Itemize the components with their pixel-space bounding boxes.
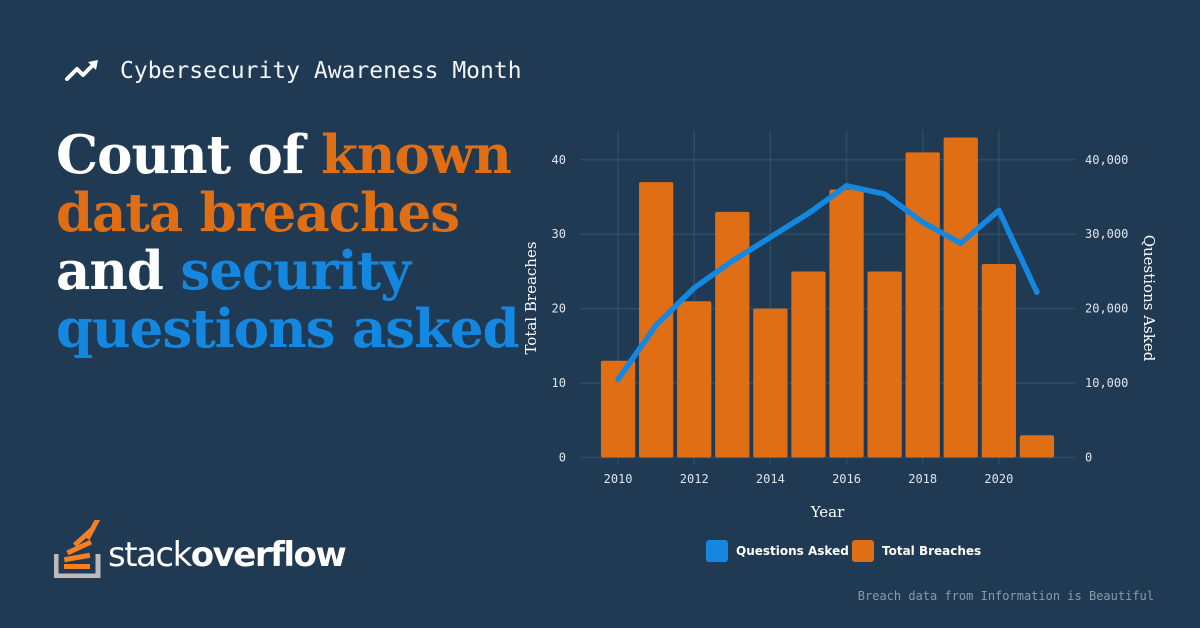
x-tick-label: 2012 bbox=[680, 472, 709, 486]
eyebrow: Cybersecurity Awareness Month bbox=[64, 58, 522, 84]
stack-overflow-logo-icon bbox=[54, 520, 102, 578]
y-right-axis-title: Questions Asked bbox=[1140, 235, 1158, 362]
y-right-tick-label: 10,000 bbox=[1085, 376, 1128, 390]
bar-total-breaches bbox=[715, 211, 750, 458]
bar-total-breaches bbox=[829, 189, 864, 458]
bar-total-breaches bbox=[600, 360, 636, 458]
bar-total-breaches bbox=[867, 271, 902, 458]
legend-label: Questions Asked bbox=[736, 544, 849, 558]
logo-suffix: overflow bbox=[190, 535, 347, 575]
trending-up-icon bbox=[65, 60, 98, 81]
legend-label: Total Breaches bbox=[882, 544, 981, 558]
y-left-axis-title: Total Breaches bbox=[522, 241, 540, 354]
x-tick-label: 2014 bbox=[756, 472, 785, 486]
x-tick-label: 2016 bbox=[832, 472, 861, 486]
line-questions-asked bbox=[615, 183, 1040, 383]
headline: Count of known data breaches and securit… bbox=[56, 126, 526, 358]
headline-part-1: Count of bbox=[56, 124, 322, 186]
eyebrow-text: Cybersecurity Awareness Month bbox=[120, 58, 522, 84]
legend-swatch bbox=[852, 540, 874, 562]
logo-wordmark: stackoverflow bbox=[108, 535, 347, 578]
y-right-tick-label: 0 bbox=[1085, 451, 1092, 465]
y-right-tick-label: 20,000 bbox=[1085, 302, 1128, 316]
headline-part-3: and bbox=[56, 240, 181, 302]
bar-total-breaches bbox=[753, 308, 788, 458]
bar-total-breaches bbox=[791, 271, 826, 458]
logo-prefix: stack bbox=[108, 535, 192, 575]
bar-total-breaches bbox=[677, 301, 712, 458]
stack-overflow-logo[interactable]: stackoverflow bbox=[54, 520, 347, 578]
legend-swatch bbox=[706, 540, 728, 562]
bar-total-breaches bbox=[639, 182, 674, 458]
bar-total-breaches bbox=[943, 137, 978, 458]
bar-total-breaches bbox=[1019, 435, 1055, 458]
headline-part-2: known data breaches bbox=[56, 124, 512, 244]
y-left-tick-label: 20 bbox=[552, 302, 566, 316]
y-right-tick-label: 30,000 bbox=[1085, 227, 1128, 241]
headline-part-4: security questions asked bbox=[56, 240, 520, 360]
x-tick-label: 2010 bbox=[604, 472, 633, 486]
y-left-tick-label: 30 bbox=[552, 227, 566, 241]
bar-total-breaches bbox=[981, 264, 1016, 458]
y-left-tick-label: 0 bbox=[559, 451, 566, 465]
y-left-tick-label: 10 bbox=[552, 376, 566, 390]
x-axis-title: Year bbox=[810, 503, 845, 521]
x-tick-label: 2018 bbox=[908, 472, 937, 486]
y-left-tick-label: 40 bbox=[552, 153, 566, 167]
bar-total-breaches bbox=[905, 152, 940, 458]
y-right-tick-label: 40,000 bbox=[1085, 153, 1128, 167]
x-tick-label: 2020 bbox=[984, 472, 1013, 486]
source-note: Breach data from Information is Beautifu… bbox=[857, 589, 1154, 603]
